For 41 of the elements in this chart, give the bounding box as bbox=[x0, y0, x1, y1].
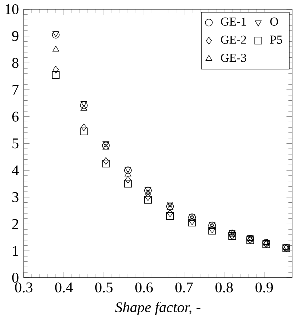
y-tick-label: 7 bbox=[12, 85, 19, 95]
point bbox=[102, 160, 110, 168]
x-tick-label: 0.6 bbox=[136, 282, 154, 293]
point bbox=[144, 196, 152, 204]
point bbox=[102, 142, 110, 148]
point bbox=[81, 124, 88, 132]
legend-label: GE-1 bbox=[221, 18, 246, 26]
x-tick-label: 0.4 bbox=[56, 282, 74, 293]
point bbox=[53, 66, 60, 74]
y-tick-label: 2 bbox=[12, 219, 19, 230]
y-tick-label: 6 bbox=[12, 112, 19, 122]
point bbox=[166, 212, 174, 220]
x-tick-label: 0.8 bbox=[216, 282, 234, 293]
x-tick-label: 0.9 bbox=[256, 282, 274, 293]
legend-label: GE-3 bbox=[221, 54, 247, 62]
y-tick-label: 10 bbox=[6, 4, 19, 14]
point bbox=[80, 105, 88, 111]
y-tick-label: 4 bbox=[12, 166, 20, 176]
y-tick-label: 9 bbox=[12, 31, 19, 42]
point bbox=[80, 102, 88, 110]
point bbox=[145, 190, 152, 196]
point bbox=[52, 71, 60, 80]
y-tick-label: 8 bbox=[12, 58, 19, 68]
legend-label: GE-2 bbox=[221, 36, 246, 44]
point bbox=[80, 101, 88, 108]
y-tick-label: 1 bbox=[13, 246, 18, 256]
x-tick-label: 0.5 bbox=[96, 282, 113, 293]
point bbox=[125, 176, 132, 184]
point bbox=[125, 170, 132, 177]
y-tick-label: 0 bbox=[12, 272, 19, 283]
point bbox=[124, 180, 132, 188]
y-tick-label: 3 bbox=[12, 192, 19, 202]
x-tick-label: 0.3 bbox=[15, 282, 33, 293]
x-tick-label: 0.7 bbox=[176, 282, 194, 293]
point bbox=[103, 157, 110, 165]
y-tick-label: 5 bbox=[12, 138, 19, 149]
point bbox=[52, 46, 60, 52]
legend-label: O bbox=[270, 18, 278, 26]
point bbox=[80, 128, 88, 136]
x-axis-title: Shape factor, - bbox=[116, 302, 201, 316]
legend-label: P5 bbox=[270, 36, 282, 44]
